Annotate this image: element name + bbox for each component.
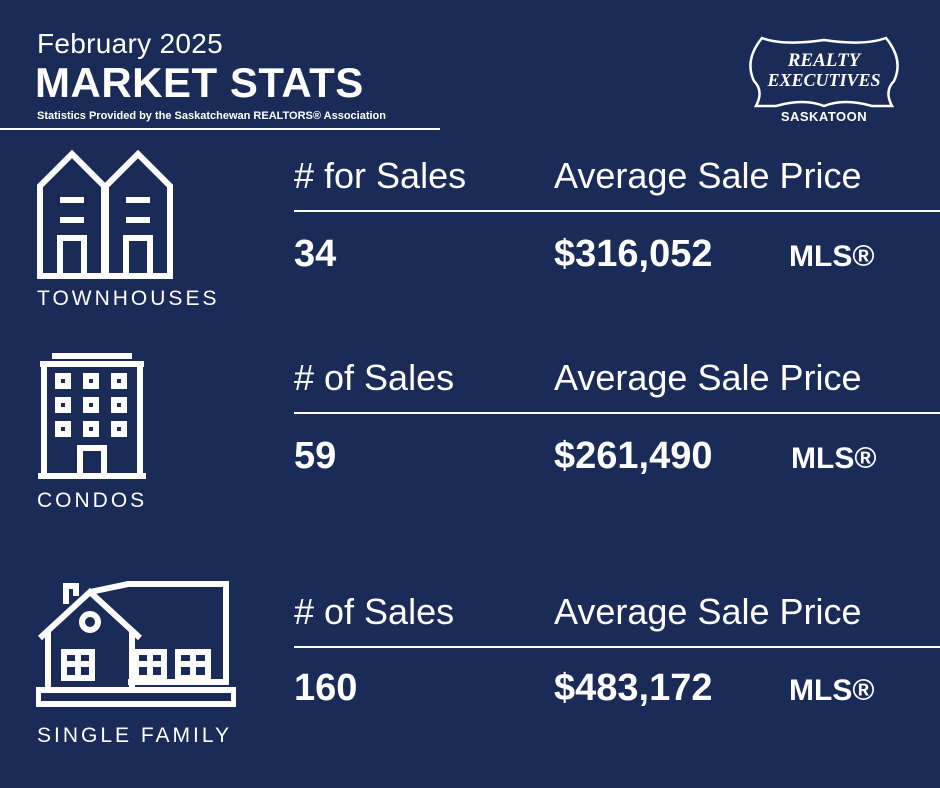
category-label-single-family: SINGLE FAMILY <box>37 724 232 747</box>
condo-building-icon <box>38 353 146 479</box>
svg-text:EXECUTIVES: EXECUTIVES <box>766 70 880 90</box>
average-price-single-family: $483,172 <box>554 667 713 709</box>
sales-count-condos: 59 <box>294 435 337 477</box>
price-header-townhouses: Average Sale Price <box>554 155 862 196</box>
sales-count-single-family: 160 <box>294 667 358 709</box>
average-price-condos: $261,490 <box>554 435 713 477</box>
category-label-townhouses: TOWNHOUSES <box>37 287 220 310</box>
row-divider-single-family <box>294 646 940 648</box>
count-header-townhouses: # for Sales <box>294 155 467 196</box>
count-header-condos: # of Sales <box>294 357 455 398</box>
average-price-townhouses: $316,052 <box>554 233 713 275</box>
row-divider-condos <box>294 412 940 414</box>
mls-mark-townhouses: MLS® <box>789 240 875 273</box>
realty-executives-logo: REALTY EXECUTIVES <box>749 36 899 108</box>
header-divider <box>0 128 440 130</box>
report-month: February 2025 <box>37 28 224 59</box>
sales-count-townhouses: 34 <box>294 233 337 275</box>
count-header-single-family: # of Sales <box>294 591 455 632</box>
mls-mark-condos: MLS® <box>791 442 877 475</box>
data-source-credit: Statistics Provided by the Saskatchewan … <box>37 110 386 122</box>
mls-mark-single-family: MLS® <box>789 674 875 707</box>
logo-location: SASKATOON <box>780 109 868 124</box>
price-header-condos: Average Sale Price <box>554 357 862 398</box>
category-label-condos: CONDOS <box>37 489 148 512</box>
townhouses-icon <box>37 149 173 279</box>
single-family-house-icon <box>36 581 236 707</box>
price-header-single-family: Average Sale Price <box>554 591 862 632</box>
page-title: MARKET STATS <box>35 59 364 106</box>
svg-text:REALTY: REALTY <box>787 50 863 71</box>
row-divider-townhouses <box>294 210 940 212</box>
